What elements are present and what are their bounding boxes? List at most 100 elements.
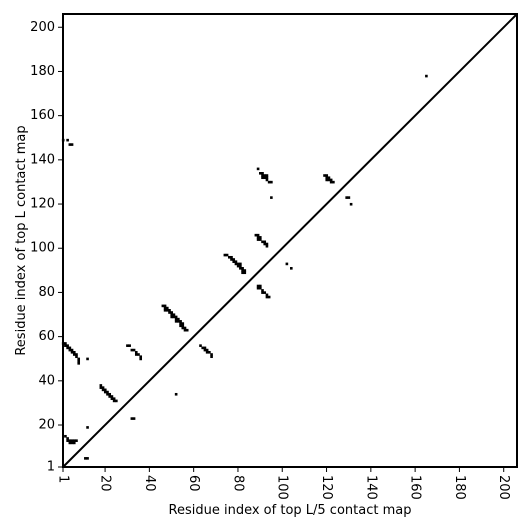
contact-point	[265, 295, 269, 299]
contact-point	[130, 348, 134, 352]
contact-point	[256, 238, 260, 241]
contact-point	[345, 196, 348, 199]
contact-point	[77, 357, 81, 361]
contact-point	[139, 355, 143, 359]
contact-point	[110, 395, 114, 398]
x-tick-label: 160	[408, 475, 423, 500]
contact-point	[68, 143, 72, 146]
y-tick-label: 120	[30, 197, 55, 212]
x-tick-label: 140	[363, 475, 378, 500]
contact-point	[201, 346, 205, 350]
contact-point	[108, 392, 112, 396]
contact-point	[232, 260, 236, 263]
contact-point	[210, 353, 213, 356]
contact-point	[267, 295, 271, 299]
contact-point	[99, 384, 103, 387]
contact-point	[128, 344, 131, 347]
contact-point	[259, 238, 262, 241]
contact-point	[227, 255, 231, 259]
contact-point	[115, 399, 118, 403]
contact-point	[265, 244, 269, 248]
contact-point	[183, 326, 187, 330]
contact-point	[174, 392, 178, 396]
contact-point	[75, 353, 78, 356]
contact-point	[64, 344, 67, 347]
contact-point	[179, 322, 182, 325]
contact-point	[132, 417, 136, 420]
contact-point	[139, 357, 143, 361]
x-tick-label: 20	[98, 475, 113, 492]
contact-point	[241, 267, 244, 270]
contact-point	[77, 362, 81, 365]
plot-frame	[62, 13, 518, 468]
contact-point	[183, 328, 187, 332]
contact-point	[327, 178, 331, 182]
x-tick-label: 100	[275, 475, 290, 500]
contact-point	[101, 388, 105, 392]
contact-point	[177, 320, 180, 323]
contact-point	[172, 313, 176, 317]
contact-point	[70, 439, 74, 442]
contact-point	[232, 258, 236, 261]
contact-point	[165, 306, 169, 310]
contact-point	[241, 269, 244, 272]
contact-point	[243, 269, 247, 272]
contact-point	[68, 439, 72, 442]
contact-point	[325, 176, 329, 180]
contact-point	[165, 309, 169, 312]
contact-point	[103, 390, 107, 394]
contact-point	[86, 457, 89, 460]
contact-point	[265, 176, 269, 180]
contact-point	[261, 172, 264, 175]
contact-point	[285, 262, 289, 266]
contact-point	[170, 311, 174, 314]
contact-point	[181, 326, 185, 330]
contact-points	[61, 74, 428, 460]
contact-point	[174, 315, 178, 319]
contact-point	[179, 324, 182, 328]
contact-point	[170, 315, 174, 319]
x-tick-label: 120	[319, 475, 334, 500]
contact-point	[86, 426, 89, 429]
contact-point	[86, 357, 89, 361]
contact-point	[425, 74, 428, 78]
contact-point	[323, 174, 326, 177]
contact-point	[72, 350, 76, 354]
y-tick-label: 1	[47, 460, 55, 475]
contact-point	[181, 322, 185, 325]
contact-point	[168, 309, 171, 312]
contact-point	[64, 434, 67, 438]
contact-point	[290, 267, 293, 270]
contact-point	[112, 399, 116, 403]
contact-point	[241, 271, 244, 275]
contact-point	[230, 258, 233, 261]
contact-point	[230, 255, 233, 259]
y-tick-label: 180	[30, 64, 55, 79]
contact-point	[130, 417, 134, 420]
contact-point	[256, 284, 260, 288]
contact-point	[327, 176, 331, 180]
contact-point	[239, 267, 242, 270]
contact-point	[99, 386, 103, 389]
contact-point	[163, 306, 167, 310]
contact-point	[234, 260, 238, 263]
contact-point	[270, 180, 273, 184]
contact-point	[329, 178, 333, 182]
contact-point	[254, 233, 258, 237]
contact-point	[134, 353, 138, 356]
contact-point	[236, 262, 240, 266]
contact-point	[77, 359, 81, 363]
contact-point	[265, 174, 269, 177]
contact-point	[168, 311, 171, 314]
contact-point	[72, 441, 76, 445]
contact-point	[265, 293, 269, 297]
contact-point	[259, 286, 262, 290]
contact-point	[347, 196, 351, 199]
contact-point	[70, 348, 74, 352]
contact-point	[66, 138, 69, 142]
contact-point	[256, 233, 260, 237]
contact-point	[239, 264, 242, 268]
x-axis: 1 20 40 60 80 100 120 140 160 180 200	[56, 467, 511, 500]
